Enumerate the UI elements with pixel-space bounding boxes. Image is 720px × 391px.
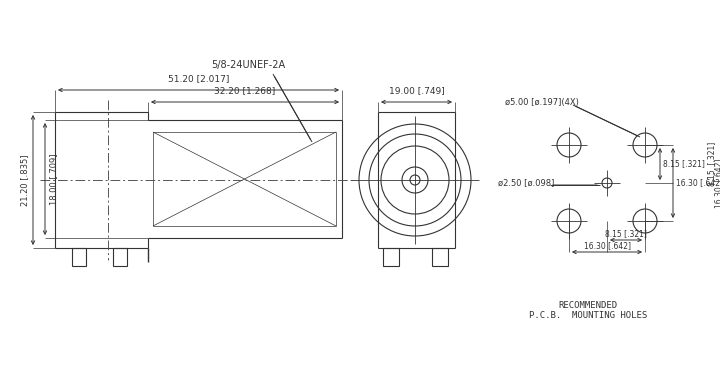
Bar [383,248,399,266]
Bar [72,248,86,266]
Text: ø2.50 [ø.098]: ø2.50 [ø.098] [498,179,554,188]
Text: 19.00 [.749]: 19.00 [.749] [389,86,444,95]
Bar [113,248,127,266]
Text: 16.30 [.642]: 16.30 [.642] [583,241,631,250]
Text: 32.20 [1.268]: 32.20 [1.268] [215,86,276,95]
Text: 8.15 [.321]: 8.15 [.321] [663,160,705,169]
Text: 51.20 [2.017]: 51.20 [2.017] [168,74,229,83]
Text: 21.20 [.835]: 21.20 [.835] [20,154,29,206]
Text: 8.15  [.321]: 8.15 [.321] [708,142,716,186]
Text: 18.00 [.709]: 18.00 [.709] [49,153,58,205]
Text: 8.15 [.321]: 8.15 [.321] [605,229,647,238]
Text: ø5.00 [ø.197](4X): ø5.00 [ø.197](4X) [505,97,579,106]
Text: P.C.B.  MOUNTING HOLES: P.C.B. MOUNTING HOLES [529,310,647,319]
Text: 5/8-24UNEF-2A: 5/8-24UNEF-2A [211,60,285,70]
Text: RECOMMENDED: RECOMMENDED [559,301,618,310]
Text: 16.30  [.642]: 16.30 [.642] [714,158,720,208]
Text: 16.30 [.642]: 16.30 [.642] [676,179,720,188]
Bar [432,248,448,266]
